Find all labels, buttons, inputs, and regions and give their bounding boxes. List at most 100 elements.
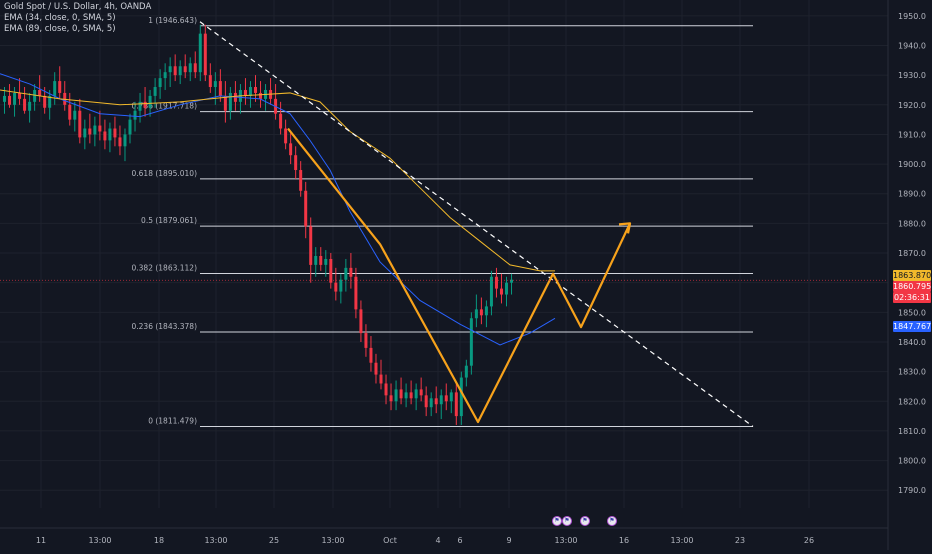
bull-candle xyxy=(439,395,443,405)
bear-candle xyxy=(289,143,293,156)
bull-candle xyxy=(128,119,132,135)
bull-candle xyxy=(339,279,343,292)
bull-candle xyxy=(394,389,398,402)
bull-candle xyxy=(188,63,192,73)
bull-candle xyxy=(138,101,142,111)
ema34-price-tag: 1847.767 xyxy=(893,321,932,332)
x-tick-label: 11 xyxy=(36,536,46,545)
y-tick-label: 1890.0 xyxy=(898,190,926,199)
bull-candle xyxy=(73,110,77,120)
economic-event-flag-icon[interactable]: ⚑ xyxy=(580,516,590,526)
bear-candle xyxy=(444,395,448,402)
bull-candle xyxy=(484,306,488,316)
bear-candle xyxy=(43,95,47,108)
bear-candle xyxy=(434,398,438,405)
bull-candle xyxy=(83,128,87,138)
bull-candle xyxy=(474,309,478,319)
fib-level-label: 0.618 (1895.010) xyxy=(132,169,198,178)
bear-candle xyxy=(384,383,388,396)
bull-candle xyxy=(459,377,463,417)
bear-candle xyxy=(374,362,378,375)
x-tick-label: 18 xyxy=(154,536,164,545)
y-tick-label: 1850.0 xyxy=(898,308,926,317)
x-tick-label: 13:00 xyxy=(88,536,111,545)
bull-candle xyxy=(505,282,508,295)
bull-candle xyxy=(133,110,137,120)
y-tick-label: 1910.0 xyxy=(898,130,926,139)
bear-candle xyxy=(494,276,498,289)
x-tick-label: 23 xyxy=(735,536,745,545)
bull-candle xyxy=(404,392,408,399)
bear-candle xyxy=(379,374,383,384)
bull-candle xyxy=(123,134,127,147)
y-tick-label: 1930.0 xyxy=(898,71,926,80)
bear-candle xyxy=(279,113,283,129)
bear-candle xyxy=(284,128,288,144)
bear-candle xyxy=(78,110,82,138)
x-tick-label: 13:00 xyxy=(204,536,227,545)
bear-candle xyxy=(218,81,222,96)
bear-candle xyxy=(143,101,147,108)
bear-candle xyxy=(103,131,107,141)
bear-candle xyxy=(369,347,373,363)
bull-candle xyxy=(510,279,514,283)
bear-candle xyxy=(419,389,423,396)
bear-candle xyxy=(118,137,122,147)
bear-candle xyxy=(294,155,298,171)
bar-countdown-tag: 02:36:31 xyxy=(893,292,931,303)
bull-candle xyxy=(93,125,97,135)
economic-event-flag-icon[interactable]: ⚑ xyxy=(562,516,572,526)
bull-candle xyxy=(48,95,52,108)
bear-candle xyxy=(309,226,313,265)
bull-candle xyxy=(228,92,232,111)
fib-level-label: 0.236 (1843.378) xyxy=(132,322,198,331)
bull-candle xyxy=(213,81,217,88)
bull-candle xyxy=(469,318,473,366)
economic-event-flag-icon[interactable]: ⚑ xyxy=(607,516,617,526)
bear-candle xyxy=(349,267,353,277)
symbol-title[interactable]: Gold Spot / U.S. Dollar, 4h, OANDA xyxy=(4,2,152,12)
ema89-legend[interactable]: EMA (89, close, 0, SMA, 5) xyxy=(4,24,116,34)
fib-level-label: 0.5 (1879.061) xyxy=(141,216,197,225)
bear-candle xyxy=(329,258,333,283)
bear-candle xyxy=(38,89,42,96)
bull-candle xyxy=(33,89,37,102)
bear-candle xyxy=(299,170,303,191)
bear-candle xyxy=(203,33,207,76)
x-tick-label: 4 xyxy=(435,536,440,545)
y-tick-label: 1870.0 xyxy=(898,249,926,258)
bull-candle xyxy=(248,87,252,96)
ema-line xyxy=(0,89,555,272)
bull-candle xyxy=(28,101,32,111)
bull-candle xyxy=(429,398,433,408)
x-tick-label: Oct xyxy=(383,536,397,545)
bull-candle xyxy=(53,81,57,96)
x-tick-label: 13:00 xyxy=(321,536,344,545)
bear-candle xyxy=(23,98,27,111)
bull-candle xyxy=(178,66,182,76)
x-tick-label: 25 xyxy=(269,536,279,545)
bear-candle xyxy=(113,128,117,138)
y-tick-label: 1820.0 xyxy=(898,397,926,406)
bull-candle xyxy=(158,78,162,88)
ema-line xyxy=(0,73,556,346)
bear-candle xyxy=(88,128,92,135)
fib-level-label: 0.382 (1863.112) xyxy=(132,263,198,272)
bear-candle xyxy=(364,333,368,348)
bull-candle xyxy=(464,365,468,378)
bear-candle xyxy=(193,63,197,73)
economic-event-flag-icon[interactable]: ⚑ xyxy=(552,516,562,526)
bear-candle xyxy=(58,81,62,93)
bull-candle xyxy=(344,267,348,280)
bear-candle xyxy=(499,288,503,295)
bull-candle xyxy=(108,128,112,141)
x-tick-label: 26 xyxy=(804,536,814,545)
bear-candle xyxy=(334,282,338,292)
y-tick-label: 1840.0 xyxy=(898,338,926,347)
bear-candle xyxy=(68,104,72,120)
ema34-legend[interactable]: EMA (34, close, 0, SMA, 5) xyxy=(4,13,116,23)
fib-level-label: 0 (1811.479) xyxy=(148,417,197,426)
y-tick-label: 1900.0 xyxy=(898,160,926,169)
